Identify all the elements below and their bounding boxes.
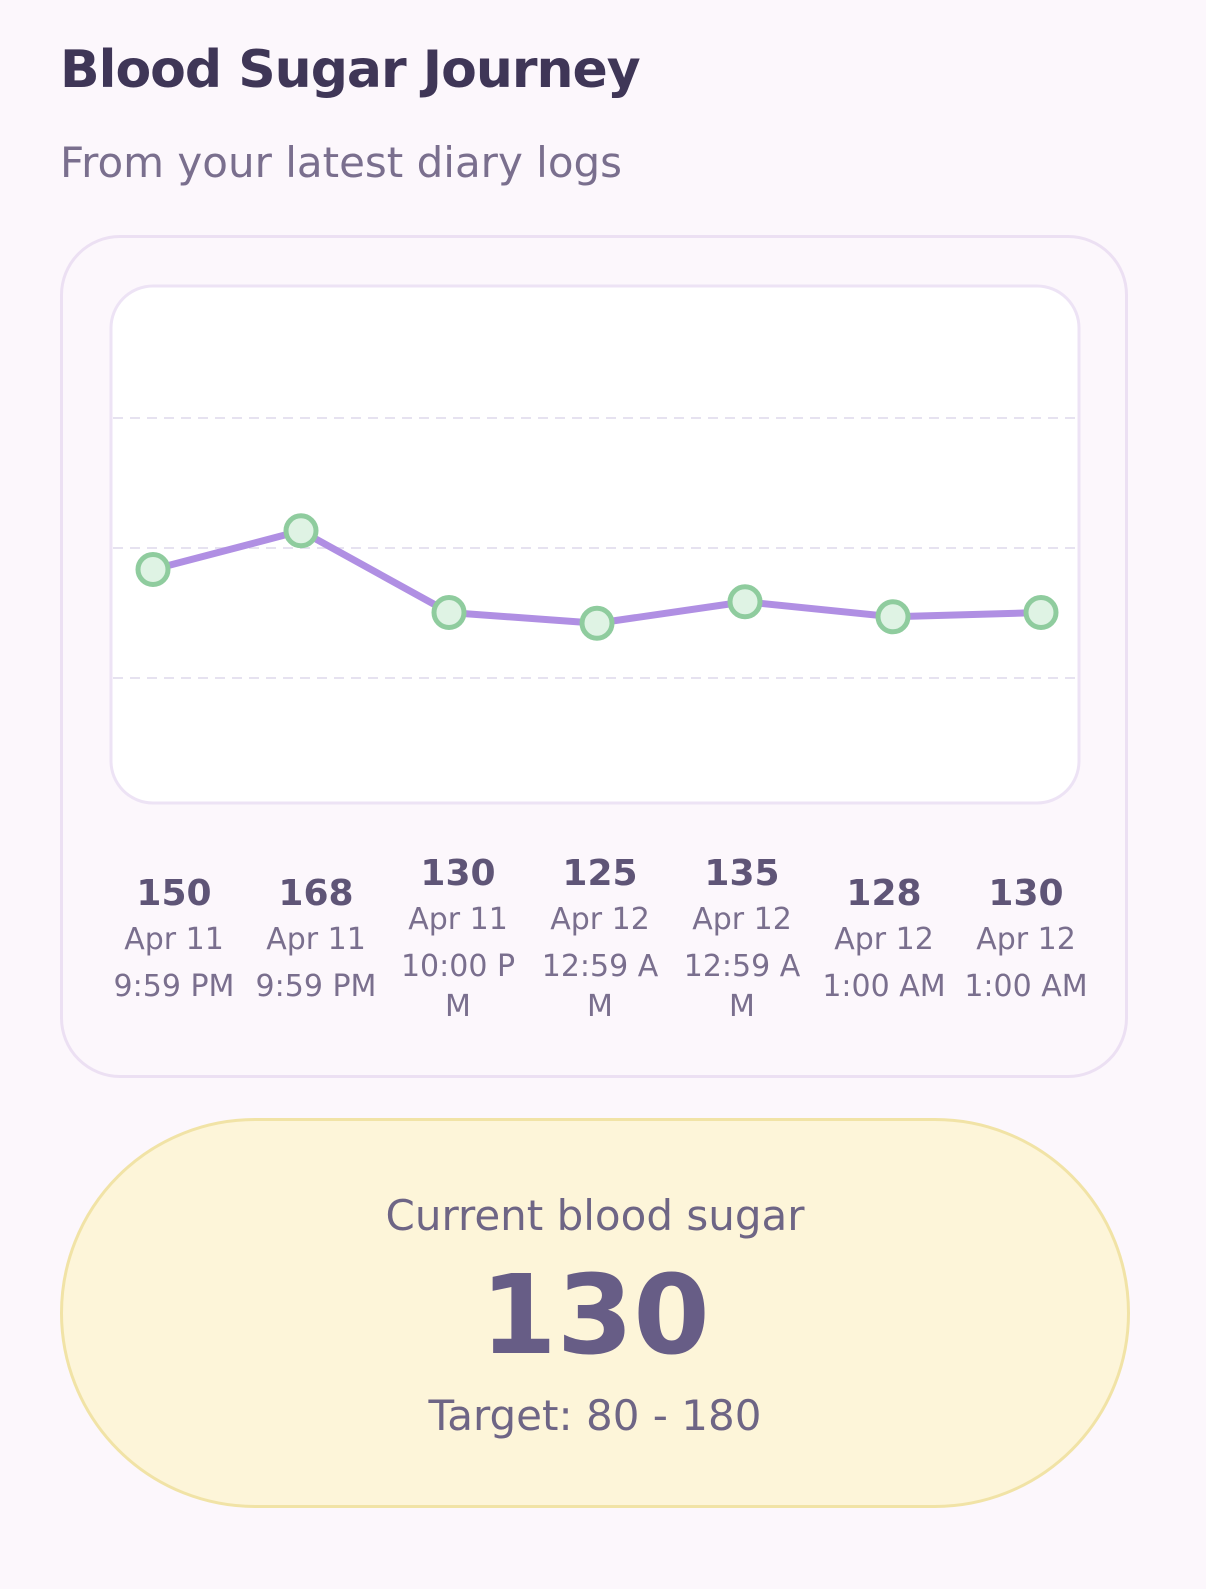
point: [283, 513, 319, 549]
time-label: 9:59 PM: [255, 969, 377, 1004]
point: [431, 595, 467, 630]
point-label: 168 Apr 11 9:59 PM: [245, 830, 387, 1050]
time-label: 1:00 AM: [964, 969, 1088, 1004]
plot-area: [109, 284, 1081, 805]
point-label: 150 Apr 11 9:59 PM: [103, 830, 245, 1050]
point-label: 125 Apr 12 12:59 AM: [529, 830, 671, 1050]
chart-card: [60, 235, 1128, 1078]
date-label: Apr 11: [124, 922, 224, 957]
value-label: 130: [420, 853, 496, 894]
point: [727, 584, 763, 620]
value-label: 150: [136, 873, 212, 914]
point-label: 130 Apr 11 10:00 PM: [387, 830, 529, 1050]
date-label: Apr 12: [692, 902, 792, 937]
point-label: 128 Apr 12 1:00 AM: [813, 830, 955, 1050]
time-label: 1:00 AM: [822, 969, 946, 1004]
current-card: Current blood sugar 130 Target: 80 - 180: [60, 1118, 1130, 1508]
date-label: Apr 11: [408, 902, 508, 937]
title: Blood Sugar Journey: [60, 40, 641, 100]
date-label: Apr 12: [976, 922, 1076, 957]
point: [135, 552, 171, 587]
point-label: 130 Apr 12 1:00 AM: [955, 830, 1097, 1050]
value-label: 130: [988, 873, 1064, 914]
date-label: Apr 11: [266, 922, 366, 957]
date-label: Apr 12: [834, 922, 934, 957]
point: [579, 605, 615, 641]
point-label: 135 Apr 12 12:59 AM: [671, 830, 813, 1050]
time-label: 10:00 PM: [400, 949, 516, 1024]
time-label: 12:59 AM: [683, 949, 801, 1024]
subtitle: From your latest diary logs: [60, 138, 623, 187]
value-label: 125: [562, 853, 638, 894]
date-label: Apr 12: [550, 902, 650, 937]
value-label: 168: [278, 873, 354, 914]
current-target: Target: 80 - 180: [428, 1391, 762, 1440]
point: [1023, 595, 1059, 630]
point: [875, 599, 911, 635]
value-label: 135: [704, 853, 780, 894]
current-value: 130: [480, 1251, 710, 1379]
current-label: Current blood sugar: [385, 1191, 805, 1240]
time-label: 12:59 AM: [541, 949, 659, 1024]
time-label: 9:59 PM: [113, 969, 235, 1004]
value-label: 128: [846, 873, 922, 914]
